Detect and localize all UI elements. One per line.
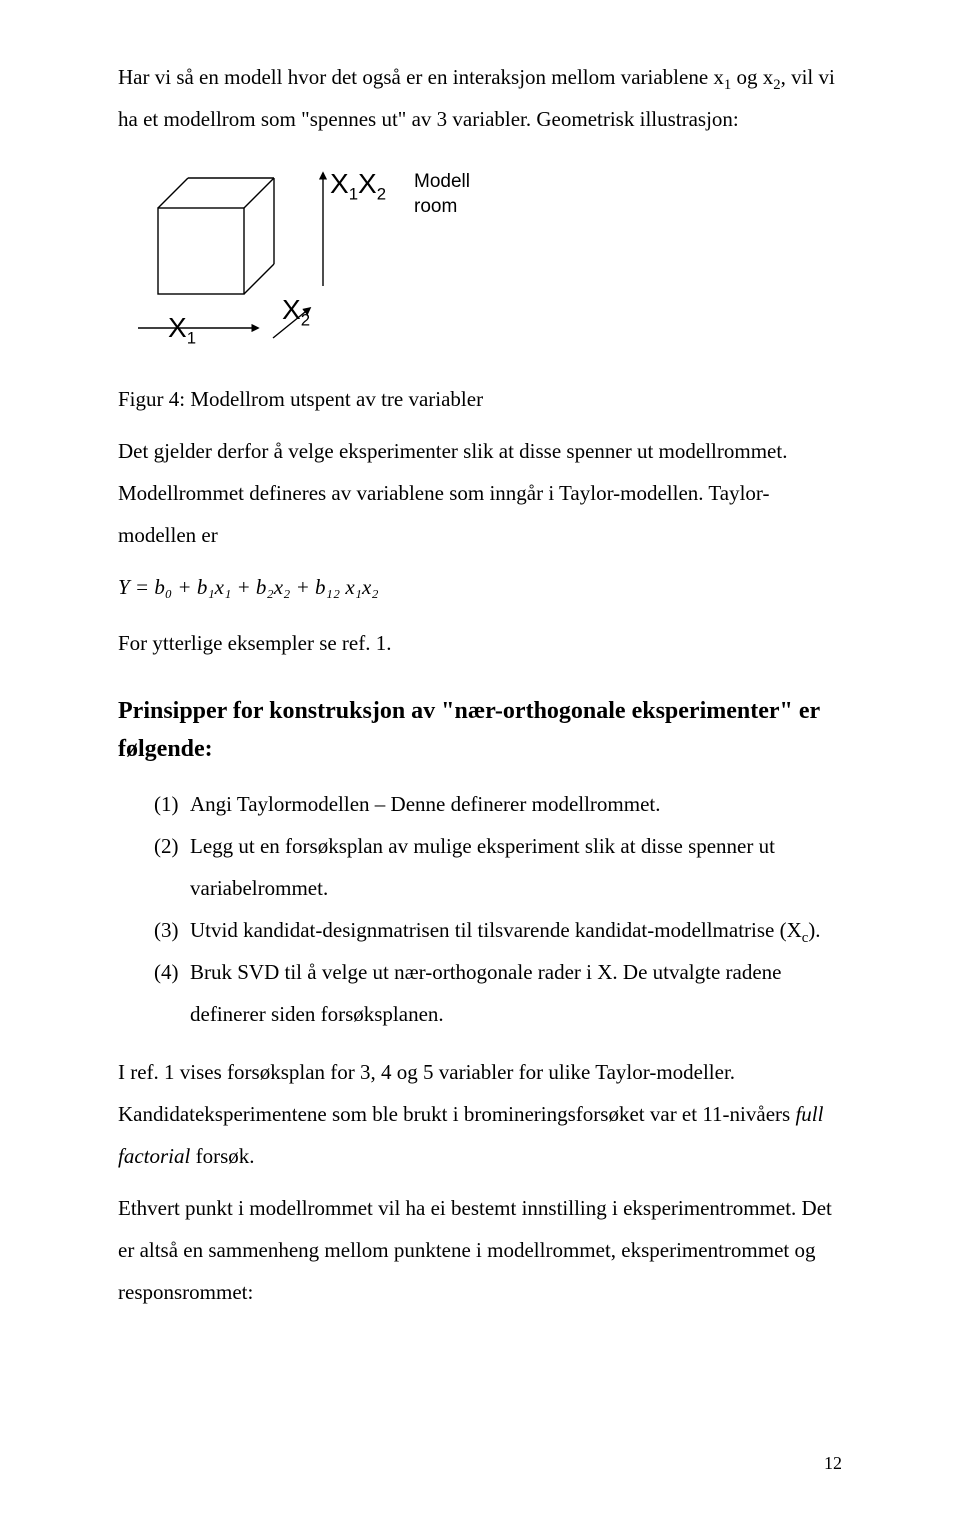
- paragraph-4: I ref. 1 vises forsøksplan for 3, 4 og 5…: [118, 1051, 842, 1177]
- lbl-x1x2-s2: 2: [377, 185, 386, 204]
- p4-a: I ref. 1 vises forsøksplan for 3, 4 og 5…: [118, 1060, 795, 1126]
- lbl-x1x2-b: X: [358, 168, 377, 199]
- list-text-b: ).: [808, 918, 820, 942]
- p4-b: forsøk.: [190, 1144, 254, 1168]
- list-marker: (3): [154, 909, 190, 951]
- list-marker: (1): [154, 783, 190, 825]
- lbl-x1-a: X: [168, 312, 187, 343]
- list-text: Angi Taylormodellen – Denne definerer mo…: [190, 783, 842, 825]
- page-number: 12: [824, 1445, 842, 1481]
- modell-line2: room: [414, 195, 470, 220]
- list-item: (1) Angi Taylormodellen – Denne definere…: [154, 783, 842, 825]
- figure-4-illustration: X1X2 Modell room X1 X2: [118, 168, 538, 368]
- paragraph-5: Ethvert punkt i modellrommet vil ha ei b…: [118, 1187, 842, 1313]
- page: Har vi så en modell hvor det også er en …: [0, 0, 960, 1521]
- principles-heading: Prinsipper for konstruksjon av "nær-orth…: [118, 692, 842, 769]
- axis-label-x1x2: X1X2: [330, 170, 386, 198]
- list-item: (3) Utvid kandidat-designmatrisen til ti…: [154, 909, 842, 951]
- modell-line1: Modell: [414, 170, 470, 195]
- list-marker: (2): [154, 825, 190, 909]
- intro-sub-2: 2: [773, 77, 780, 93]
- list-text: Utvid kandidat-designmatrisen til tilsva…: [190, 909, 842, 951]
- lbl-x2-s: 2: [301, 311, 310, 330]
- axis-label-x1: X1: [168, 314, 196, 342]
- label-modell-room: Modell room: [414, 170, 470, 219]
- lbl-x1-s: 1: [187, 329, 196, 348]
- intro-paragraph: Har vi så en modell hvor det også er en …: [118, 56, 842, 140]
- list-text: Legg ut en forsøksplan av mulige eksperi…: [190, 825, 842, 909]
- axis-label-x2: X2: [282, 296, 310, 324]
- list-text: Bruk SVD til å velge ut nær-orthogonale …: [190, 951, 842, 1035]
- lbl-x1x2-a: X: [330, 168, 349, 199]
- list-text-a: Utvid kandidat-designmatrisen til tilsva…: [190, 918, 802, 942]
- taylor-equation: Y = b₀ + b₁x₁ + b₂x₂ + b₁₂ x₁x₂: [118, 566, 842, 608]
- lbl-x1x2-s1: 1: [349, 185, 358, 204]
- figure-4-caption: Figur 4: Modellrom utspent av tre variab…: [118, 378, 842, 420]
- list-item: (4) Bruk SVD til å velge ut nær-orthogon…: [154, 951, 842, 1035]
- lbl-x2-a: X: [282, 294, 301, 325]
- list-marker: (4): [154, 951, 190, 1035]
- paragraph-2: Det gjelder derfor å velge eksperimenter…: [118, 430, 842, 556]
- list-item: (2) Legg ut en forsøksplan av mulige eks…: [154, 825, 842, 909]
- paragraph-3: For ytterlige eksempler se ref. 1.: [118, 622, 842, 664]
- principles-list: (1) Angi Taylormodellen – Denne definere…: [118, 783, 842, 1035]
- intro-text-b: og x: [731, 65, 773, 89]
- intro-text-a: Har vi så en modell hvor det også er en …: [118, 65, 724, 89]
